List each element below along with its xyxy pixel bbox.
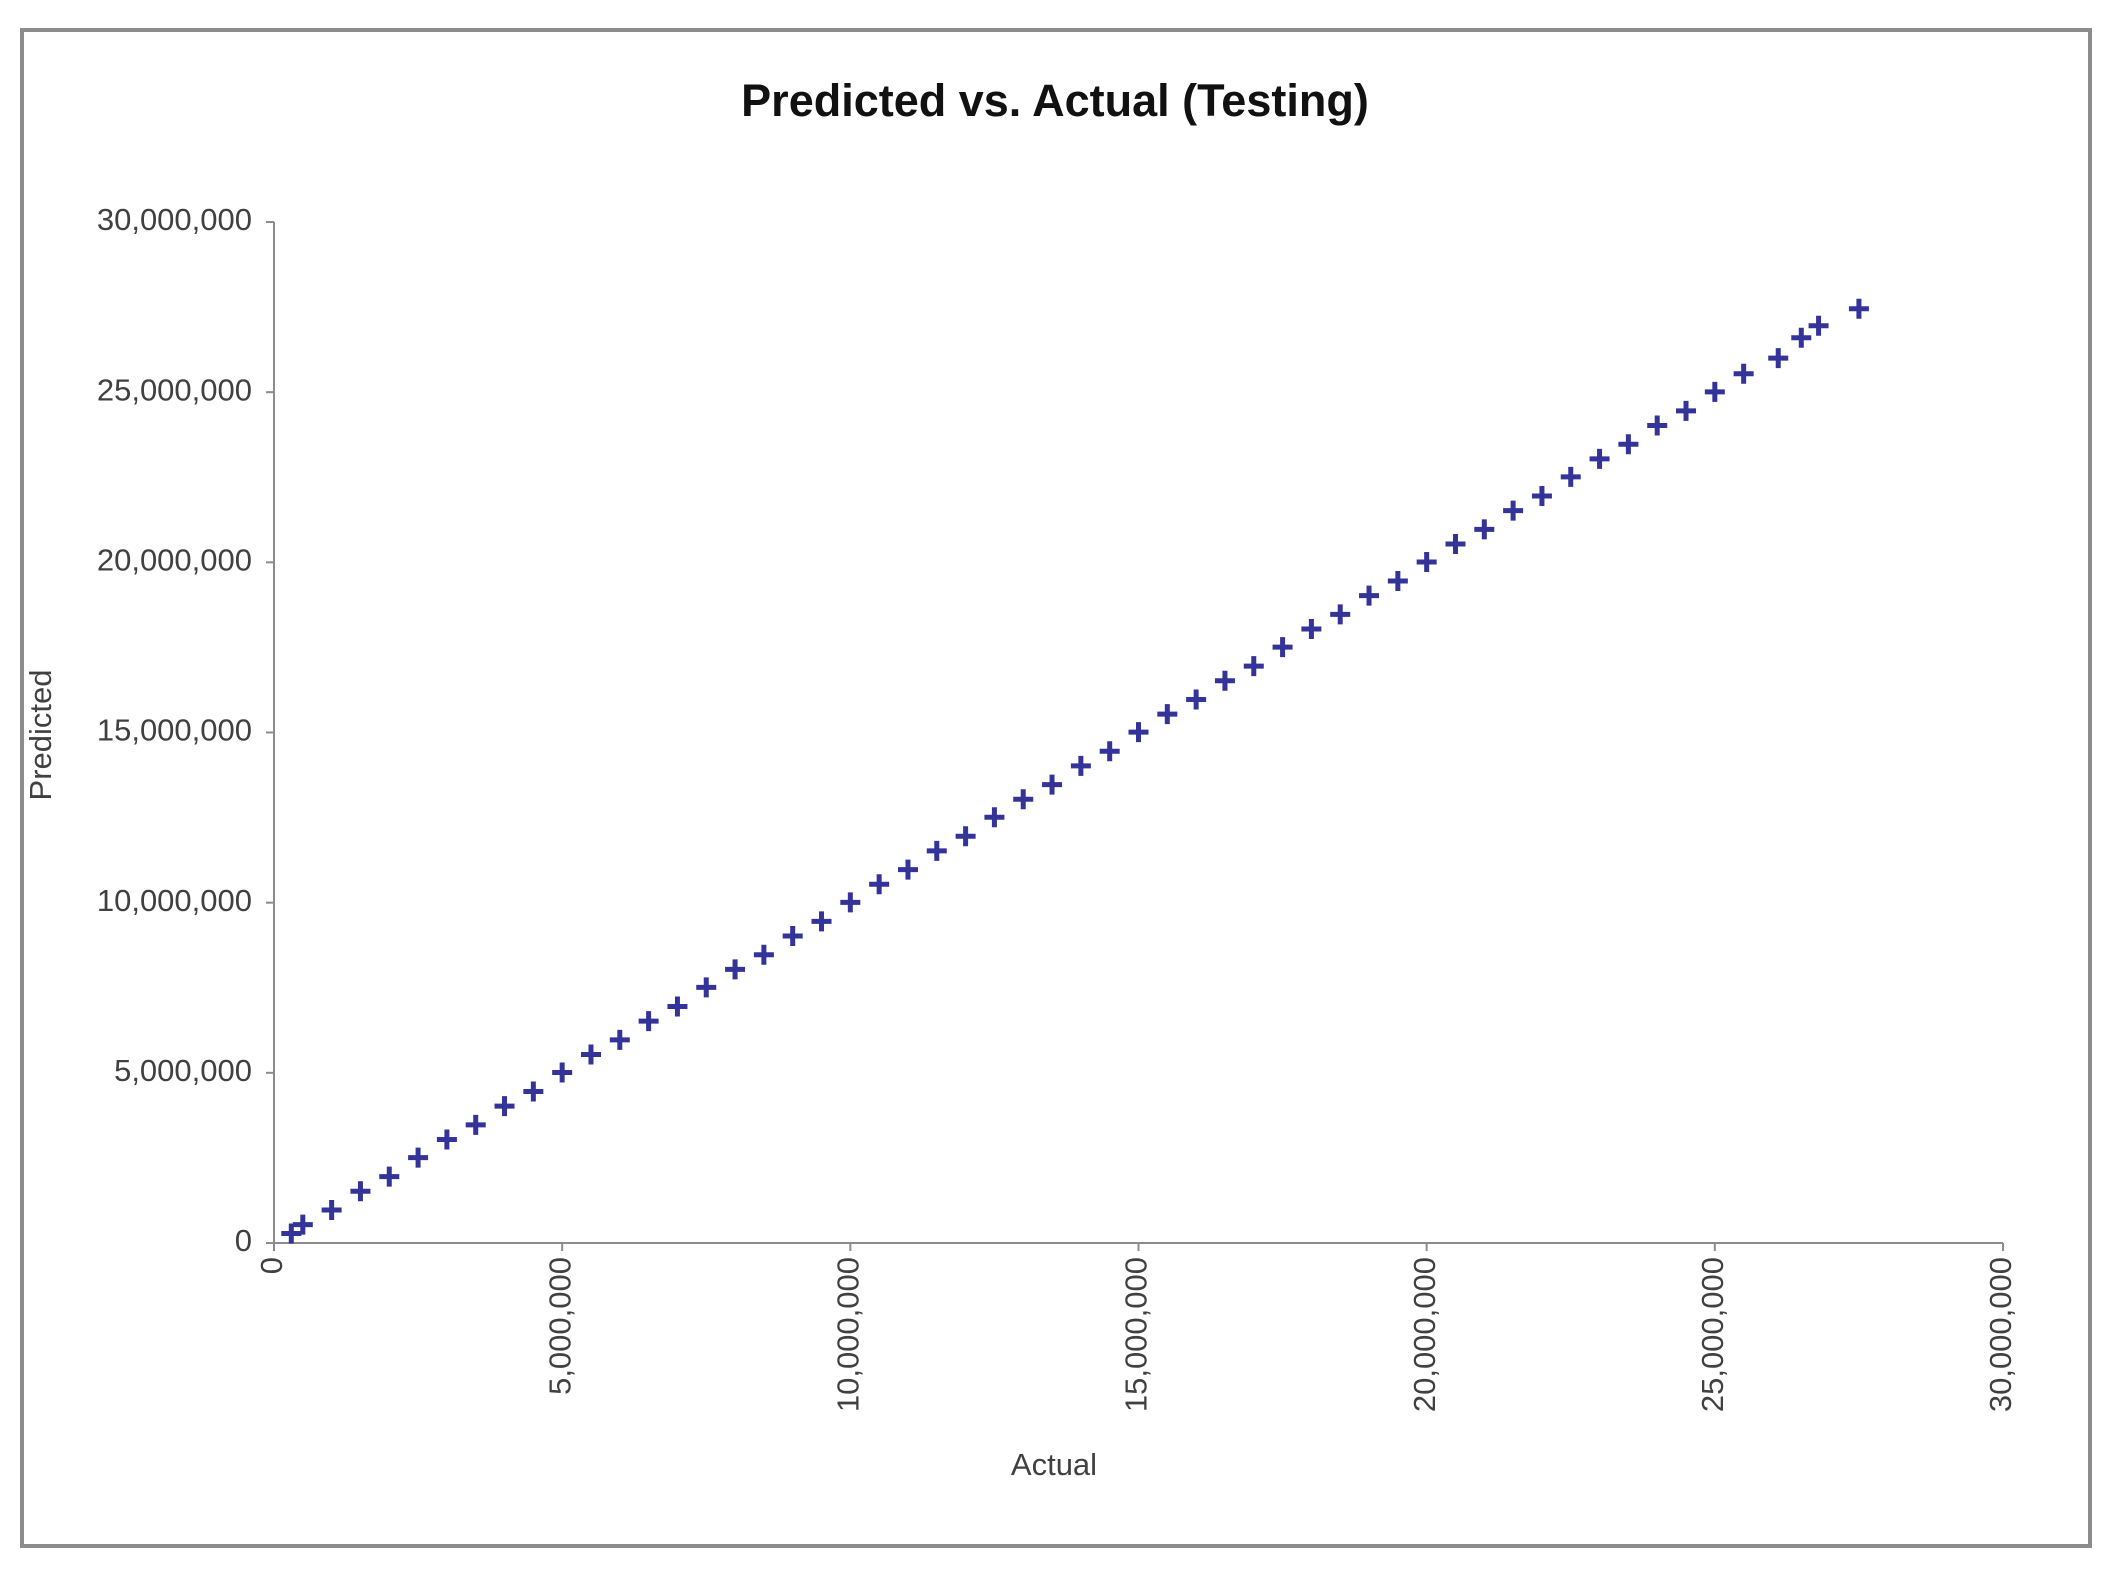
point — [1099, 741, 1120, 762]
point — [1186, 689, 1207, 710]
point — [1676, 400, 1697, 421]
point — [869, 874, 890, 895]
point — [292, 1214, 313, 1235]
point — [1768, 348, 1789, 369]
y-axis-title: Predicted — [23, 670, 58, 801]
point — [1808, 315, 1829, 336]
point — [1589, 448, 1610, 469]
point — [552, 1062, 573, 1083]
point — [926, 840, 947, 861]
point — [1243, 656, 1264, 677]
point — [1560, 466, 1581, 487]
point — [1791, 327, 1812, 348]
point — [782, 926, 803, 947]
point — [897, 859, 918, 880]
point — [609, 1029, 630, 1050]
point — [379, 1166, 400, 1187]
point — [1474, 519, 1495, 540]
point — [1531, 485, 1552, 506]
point — [580, 1044, 601, 1065]
point — [1387, 571, 1408, 592]
point — [696, 977, 717, 998]
x-tick-label: 5,000,000 — [542, 1257, 577, 1395]
point — [494, 1096, 515, 1117]
y-tick-label: 15,000,000 — [97, 713, 252, 748]
point — [1618, 434, 1639, 455]
point — [1416, 551, 1437, 572]
point — [1070, 755, 1091, 776]
point — [1013, 789, 1034, 810]
point — [1128, 722, 1149, 743]
x-tick-label: 10,000,000 — [831, 1257, 866, 1412]
point — [281, 1223, 302, 1244]
point — [436, 1129, 457, 1150]
point — [1733, 363, 1754, 384]
point — [523, 1081, 544, 1102]
point — [811, 911, 832, 932]
point — [408, 1147, 429, 1168]
point — [840, 892, 861, 913]
point — [1214, 670, 1235, 691]
point — [984, 807, 1005, 828]
point — [321, 1199, 342, 1220]
y-tick-label: 10,000,000 — [97, 883, 252, 918]
point — [1301, 619, 1322, 640]
chart-title: Predicted vs. Actual (Testing) — [741, 75, 1369, 126]
point — [1272, 637, 1293, 658]
x-tick-label: 15,000,000 — [1119, 1257, 1154, 1412]
point — [1359, 585, 1380, 606]
point — [1330, 604, 1351, 625]
chart-frame — [20, 28, 2092, 1548]
point — [1042, 774, 1063, 795]
x-tick-label: 25,000,000 — [1695, 1257, 1730, 1412]
y-tick-label: 25,000,000 — [97, 372, 252, 407]
point — [465, 1114, 486, 1135]
point — [1647, 415, 1668, 436]
point — [725, 959, 746, 980]
point — [1157, 704, 1178, 725]
y-tick-label: 30,000,000 — [97, 202, 252, 237]
y-tick-label: 5,000,000 — [114, 1053, 252, 1088]
point — [1445, 533, 1466, 554]
point — [1704, 381, 1725, 402]
x-tick-label: 20,000,000 — [1407, 1257, 1442, 1412]
point — [350, 1181, 371, 1202]
x-tick-label: 0 — [254, 1257, 289, 1274]
point — [753, 944, 774, 965]
x-axis-title: Actual — [1011, 1447, 1097, 1482]
point — [1503, 500, 1524, 521]
point — [1848, 298, 1869, 319]
point — [955, 826, 976, 847]
y-tick-label: 0 — [235, 1223, 252, 1258]
point — [667, 996, 688, 1017]
y-tick-label: 20,000,000 — [97, 543, 252, 578]
x-tick-label: 30,000,000 — [1983, 1257, 2018, 1412]
point — [638, 1011, 659, 1032]
